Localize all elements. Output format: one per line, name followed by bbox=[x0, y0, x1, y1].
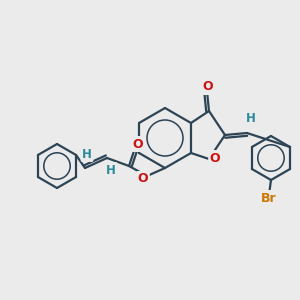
Text: H: H bbox=[246, 112, 256, 125]
Text: Br: Br bbox=[261, 191, 277, 205]
Text: H: H bbox=[82, 148, 92, 160]
Text: O: O bbox=[138, 172, 148, 185]
Text: O: O bbox=[210, 152, 220, 164]
Text: O: O bbox=[203, 80, 213, 94]
Text: O: O bbox=[133, 137, 143, 151]
Text: H: H bbox=[106, 164, 116, 176]
